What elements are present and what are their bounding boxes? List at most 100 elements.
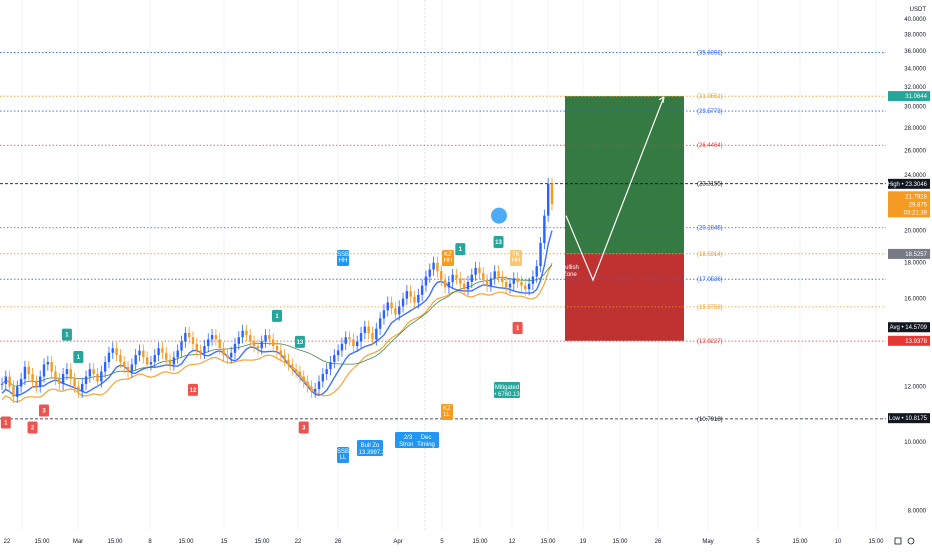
annotation-sub: • 13.3997.3: [355, 450, 386, 456]
zone-tag-label: KZ: [443, 406, 451, 412]
candle: [81, 383, 84, 392]
time-tick-label: 22: [295, 539, 302, 545]
candle: [520, 281, 523, 286]
candle: [398, 306, 401, 315]
candle: [489, 278, 493, 286]
candle: [157, 348, 160, 356]
candle: [19, 378, 23, 387]
zone-tag-label: LL: [444, 412, 451, 418]
candles: [0, 177, 554, 404]
candle: [287, 359, 290, 365]
candle: [92, 369, 95, 375]
candle: [249, 335, 252, 342]
signal-marker: [493, 235, 504, 248]
level-label: (10.7918): [697, 417, 723, 423]
annotation-label: 2/3: [404, 435, 413, 441]
candle: [107, 352, 111, 363]
signal-marker: [61, 328, 72, 341]
zone-tag: [442, 250, 454, 266]
signal-label: 1: [516, 326, 520, 332]
price-badge-label: Low • 10.8175: [889, 416, 928, 422]
price-badge-label: Avg • 14.5709: [890, 325, 928, 331]
candle: [470, 274, 473, 282]
candle: [42, 364, 46, 377]
candle: [226, 355, 229, 358]
price-badge: [888, 322, 930, 333]
candle: [283, 355, 286, 360]
zone-tag-label: SSB: [337, 449, 349, 455]
candle: [333, 355, 336, 363]
candle: [512, 278, 516, 284]
candle: [432, 262, 435, 270]
time-tick-label: 15:00: [254, 539, 270, 545]
candle: [275, 346, 279, 351]
annotation-sub: • 6760.13: [494, 392, 520, 398]
time-tick-label: 5: [440, 539, 444, 545]
candle: [222, 348, 225, 356]
candle: [394, 308, 397, 315]
signal-marker: [298, 421, 309, 434]
zone-tag-label: TK: [512, 252, 520, 258]
signal-label: 1: [4, 421, 8, 427]
signal-label: 3: [302, 426, 306, 432]
candle: [187, 332, 191, 338]
candle: [325, 369, 328, 375]
candle: [313, 389, 317, 392]
candle: [73, 378, 76, 387]
price-badge: [888, 191, 930, 218]
candle: [103, 362, 107, 372]
level-label: (13.9227): [697, 339, 723, 345]
candle: [424, 276, 428, 286]
price-badge-label: 29.875: [909, 202, 928, 208]
candle: [27, 366, 30, 375]
annotation-label: Bullish: [561, 265, 579, 271]
price-badge-label: High • 23.3046: [888, 182, 928, 188]
candle: [390, 302, 393, 309]
candle: [65, 369, 69, 375]
candle: [386, 302, 389, 311]
candle: [409, 291, 412, 297]
candle: [203, 346, 206, 353]
time-tick-label: May: [702, 539, 713, 545]
candle: [195, 343, 198, 351]
candle: [138, 350, 141, 356]
price-tick-label: 18.0000: [904, 261, 926, 267]
candle: [111, 348, 114, 353]
signal-marker: [455, 243, 466, 256]
candle: [142, 350, 145, 358]
candle: [306, 381, 309, 387]
candle: [264, 335, 267, 342]
zone-tag-label: SSB: [337, 252, 349, 258]
candle: [497, 271, 500, 277]
candle: [168, 359, 172, 365]
candle: [443, 280, 447, 288]
candle: [69, 369, 72, 379]
candle: [291, 364, 294, 370]
candle: [531, 276, 535, 284]
candle: [115, 348, 118, 356]
candle: [233, 343, 237, 353]
candle: [378, 318, 382, 329]
settings-gear-icon: [907, 537, 915, 545]
annotation-box: [494, 382, 520, 398]
candle: [100, 371, 103, 382]
candle: [50, 362, 53, 372]
annotation-sub: Timing: [417, 442, 435, 448]
candle: [550, 183, 554, 205]
level-label: (31.0551): [697, 94, 723, 100]
price-tick-label: 36.0000: [904, 49, 926, 55]
candle: [245, 330, 248, 336]
candle: [145, 357, 149, 365]
highlight-circle: [491, 207, 507, 224]
candle: [405, 291, 409, 299]
zone-tag: [441, 404, 453, 420]
price-tick-label: 32.0000: [904, 85, 926, 91]
candle: [501, 276, 504, 282]
time-tick-label: 15:00: [178, 539, 194, 545]
price-tick-label: 30.0000: [904, 105, 926, 111]
candle: [493, 271, 496, 279]
signals: 123112311311311SSBHHKZHHTKHHSSBLLKZLLBul…: [0, 207, 579, 463]
candle: [134, 355, 137, 365]
signal-marker: [0, 416, 11, 429]
